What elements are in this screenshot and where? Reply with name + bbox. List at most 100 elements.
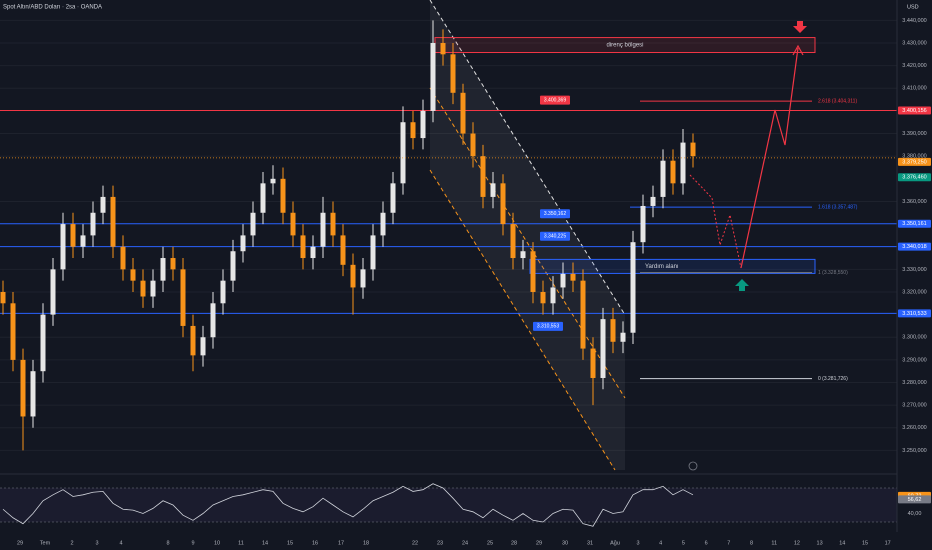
level-label-bg [898, 106, 931, 115]
level-label: 3.340,018 [902, 244, 926, 250]
y-tick-label: 3.250,000 [902, 448, 926, 454]
candle-body [590, 348, 596, 378]
candle-body [520, 251, 526, 259]
price-pane: direnç bölgesi Yardım alanı 2.618 (3.404,3… [0, 20, 897, 451]
candle-body [50, 269, 56, 315]
candle-body [470, 133, 476, 157]
candle-body [180, 269, 186, 326]
channel-top [429, 0, 626, 316]
level-label: 3.350,161 [902, 221, 926, 227]
projection-dotted [689, 174, 742, 269]
candle-body [280, 178, 286, 213]
candle-body [190, 325, 196, 356]
candle-body [20, 359, 26, 417]
grid [0, 19, 897, 451]
candle-body [540, 291, 546, 304]
candle-body [500, 183, 506, 225]
candle-body [230, 251, 236, 281]
candle-body [40, 314, 46, 372]
channel-mid [429, 87, 626, 399]
channel-bottom [429, 169, 616, 471]
x-tick-label: 14 [839, 540, 845, 546]
candle-body [130, 269, 136, 281]
candle-body [660, 160, 666, 197]
x-tick-label: 4 [119, 540, 122, 546]
x-tick-label: 12 [794, 540, 800, 546]
candle-body [360, 269, 366, 288]
y-tick-label: 3.300,000 [902, 335, 926, 341]
symbol-title: Spot Altın/ABD Doları · 2sa · OANDA [3, 5, 102, 11]
candle-body [390, 183, 396, 213]
price-axis [897, 0, 932, 550]
y-tick-label: 3.270,000 [902, 403, 926, 409]
candle-body [690, 142, 696, 157]
y-tick-label: 3.290,000 [902, 357, 926, 363]
x-tick-label: 22 [412, 540, 418, 546]
candle-body [220, 280, 226, 304]
candle-body [640, 205, 646, 243]
candle-body [530, 251, 536, 292]
x-tick-label: 14 [262, 540, 268, 546]
candle-body [420, 110, 426, 139]
event-icon [688, 461, 698, 471]
candle-body [430, 43, 436, 111]
candle-body [380, 212, 386, 236]
candle-body [250, 212, 256, 236]
fib-label: 2.618 (3.404,311) [818, 98, 857, 104]
zone-label: direnç bölgesi [606, 43, 643, 49]
candle-body [550, 287, 556, 304]
y-tick-label: 3.260,000 [902, 425, 926, 431]
zone [529, 258, 816, 274]
rsi-tick-label: 40,00 [908, 511, 922, 517]
candle-body [410, 122, 416, 139]
line-label-bg [533, 321, 563, 331]
candle-body [0, 291, 6, 304]
x-tick-label: 3 [95, 540, 98, 546]
y-tick-label: 3.320,000 [902, 289, 926, 295]
x-tick-label: 30 [562, 540, 568, 546]
candle-body [320, 212, 326, 247]
y-tick-label: 3.380,000 [902, 154, 926, 160]
candle-body [340, 235, 346, 265]
candle-body [570, 273, 576, 281]
candle-body [80, 235, 86, 247]
up-arrow-icon [735, 279, 749, 291]
line-label: 3.400,369 [544, 97, 566, 103]
candle-body [650, 196, 656, 206]
fib-label: 1 (3.328,550) [818, 270, 848, 276]
fib-label: 0 (3.281,726) [818, 376, 848, 382]
candle-body [460, 92, 466, 134]
x-tick-label: Tem [40, 540, 51, 546]
candle-body [270, 178, 276, 184]
rsi-line [2, 483, 694, 527]
x-tick-label: 11 [771, 540, 777, 546]
candle-body [100, 196, 106, 213]
price-label: 3.379,250 [902, 159, 926, 165]
x-tick-label: 29 [536, 540, 542, 546]
x-tick-label: 3 [636, 540, 639, 546]
candle-body [160, 258, 166, 281]
line-label-bg [540, 231, 570, 241]
candle-body [170, 258, 176, 270]
candle-body [210, 303, 216, 338]
candle-body [610, 319, 616, 342]
x-tick-label: 11 [238, 540, 244, 546]
x-tick-label: 23 [437, 540, 443, 546]
x-tick-label: 24 [462, 540, 468, 546]
y-tick-label: 3.430,000 [902, 40, 926, 46]
channel-fill [430, 0, 625, 470]
price-label-bg [898, 173, 931, 182]
rsi-pane [0, 483, 897, 527]
candle-body [560, 273, 566, 288]
price-label-bg [898, 157, 931, 166]
candle-body [480, 156, 486, 197]
y-tick-label: 3.330,000 [902, 267, 926, 273]
level-label-bg [898, 309, 931, 318]
candle-body [10, 303, 16, 360]
time-axis: 29 Tem 2 3 4 8 9 10 11 14 15 16 17 18 22 23 24 25 28 29 30 31… [17, 540, 891, 546]
x-tick-label: 13 [817, 540, 823, 546]
candle-body [350, 264, 356, 288]
candle-body [630, 242, 636, 333]
